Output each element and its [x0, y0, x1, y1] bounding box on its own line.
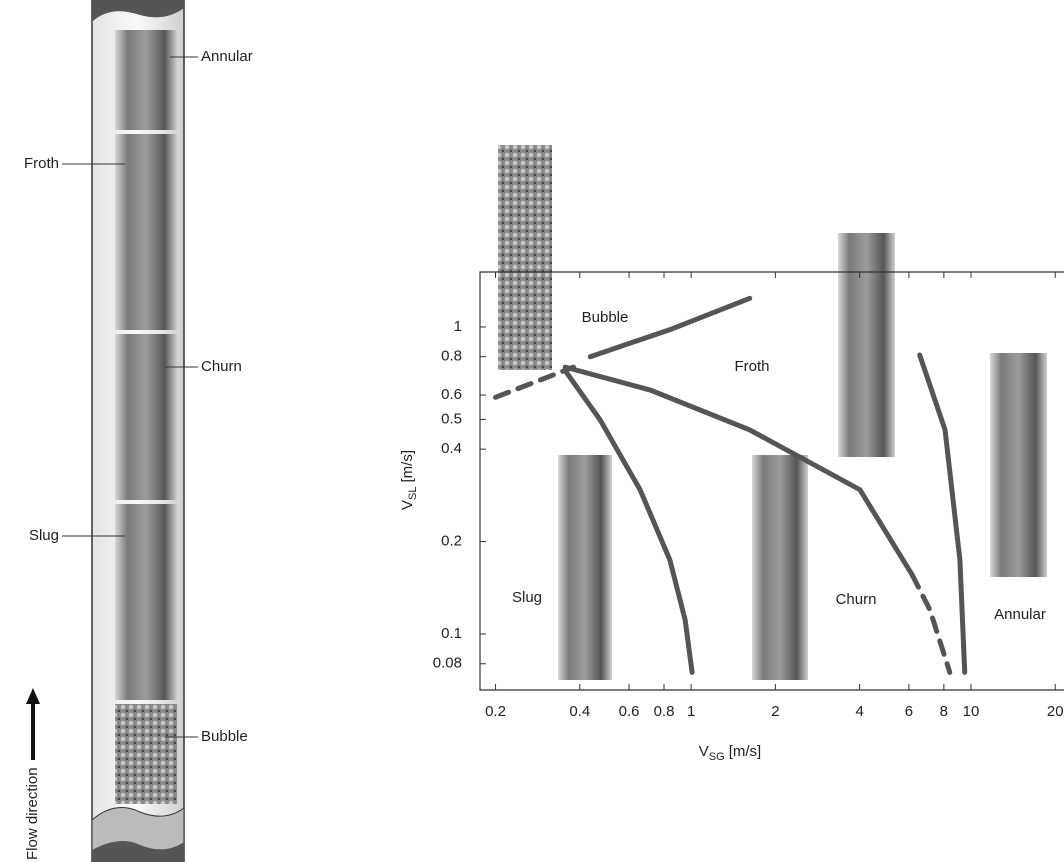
- regime-boundary: [909, 572, 953, 675]
- y-tick-label: 0.2: [441, 533, 462, 550]
- x-tick-label: 0.8: [654, 703, 675, 720]
- x-axis-label-part: SG: [709, 751, 725, 763]
- regime-boundary: [562, 364, 915, 578]
- regime-boundary: [562, 368, 695, 675]
- pipe: Annular Froth Churn Slug Bubble Flow dir…: [24, 0, 253, 862]
- photo-froth: [838, 233, 895, 457]
- flow-arrow-head: [26, 688, 40, 704]
- x-tick-label: 0.4: [569, 703, 590, 720]
- photo-annular: [990, 353, 1047, 577]
- photo-slug: [115, 504, 177, 700]
- y-tick-label: 0.08: [433, 655, 462, 672]
- y-axis-label-part: SL: [407, 487, 419, 500]
- region-label: Annular: [994, 606, 1046, 623]
- x-tick-label: 8: [940, 703, 948, 720]
- axis-frame: [479, 271, 1064, 691]
- photo-bubble: [498, 145, 552, 370]
- regime-boundary: [587, 295, 753, 360]
- x-tick-label: 2: [771, 703, 779, 720]
- x-tick-label: 1: [687, 703, 695, 720]
- pipe-label: Bubble: [201, 728, 248, 745]
- region-label: Slug: [512, 589, 542, 606]
- x-tick-label: 6: [905, 703, 913, 720]
- x-tick-label: 20: [1047, 703, 1064, 720]
- flow-direction-label: Flow direction: [24, 767, 41, 860]
- pipe-cut-top: [92, 0, 184, 22]
- photo-annular: [115, 30, 177, 130]
- pipe-label: Slug: [29, 527, 59, 544]
- regime-boundary: [493, 364, 577, 400]
- x-axis-label-part: V: [699, 743, 709, 760]
- photo-froth: [115, 134, 177, 330]
- regime-boundary: [917, 352, 968, 675]
- flow-map: [498, 145, 1047, 680]
- region-label: Bubble: [582, 309, 629, 326]
- x-axis-label: VSG [m/s]: [699, 743, 761, 763]
- pipe-label: Churn: [201, 358, 242, 375]
- x-tick-label: 0.6: [619, 703, 640, 720]
- y-tick-label: 0.8: [441, 348, 462, 365]
- pipe-end: [92, 841, 184, 862]
- photo-slug: [558, 455, 612, 680]
- region-label: Churn: [836, 591, 877, 608]
- x-tick-label: 10: [963, 703, 980, 720]
- y-axis-label-part: [m/s]: [399, 450, 416, 483]
- x-tick-label: 4: [855, 703, 863, 720]
- y-tick-label: 0.6: [441, 386, 462, 403]
- photo-bubble: [115, 704, 177, 804]
- y-tick-label: 0.5: [441, 410, 462, 427]
- y-tick-label: 0.4: [441, 440, 462, 457]
- photo-churn: [752, 455, 808, 680]
- pipe-label: Froth: [24, 155, 59, 172]
- y-tick-label: 0.1: [441, 625, 462, 642]
- photo-churn: [115, 334, 177, 500]
- x-tick-label: 0.2: [485, 703, 506, 720]
- y-axis-label: VSL [m/s]: [399, 450, 419, 510]
- y-axis-label-part: V: [399, 500, 416, 510]
- pipe-label: Annular: [201, 48, 253, 65]
- y-tick-label: 1: [454, 318, 462, 335]
- x-axis-label-part: [m/s]: [729, 743, 762, 760]
- region-label: Froth: [734, 358, 769, 375]
